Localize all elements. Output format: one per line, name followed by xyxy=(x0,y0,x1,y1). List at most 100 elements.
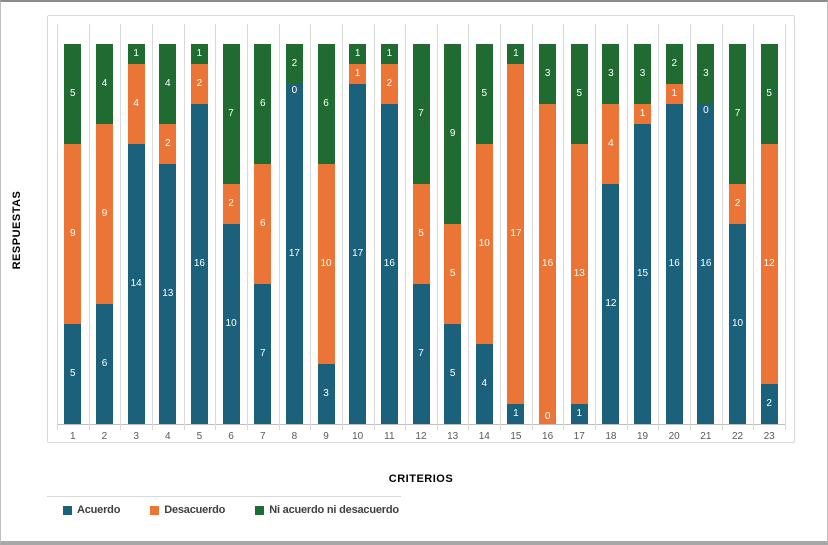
bar-value-label: 1 xyxy=(133,48,139,59)
bar-segment[interactable]: 1 xyxy=(127,44,145,64)
bar-segment[interactable]: 16 xyxy=(665,104,683,424)
bar-segment[interactable]: 5 xyxy=(570,44,588,144)
bar-value-label: 5 xyxy=(70,88,76,99)
bar-segment[interactable]: 7 xyxy=(222,44,240,184)
bar-segment[interactable]: 4 xyxy=(475,344,493,424)
bar-value-label: 1 xyxy=(576,408,583,419)
bar-segment[interactable]: 17 xyxy=(349,84,367,424)
x-axis-line xyxy=(57,424,785,425)
bar-segment[interactable]: 2 xyxy=(222,184,240,224)
gridline xyxy=(310,24,312,430)
bar-segment[interactable]: 17 xyxy=(285,84,303,424)
bar-segment[interactable]: 9 xyxy=(95,124,113,304)
bar-value-label: 5 xyxy=(449,368,456,379)
bar-segment[interactable]: 14 xyxy=(127,144,145,424)
x-tick-label: 7 xyxy=(259,431,266,442)
bar-segment[interactable]: 3 xyxy=(634,44,652,104)
bar-segment[interactable]: 5 xyxy=(412,184,430,284)
bar-segment[interactable]: 4 xyxy=(127,64,145,144)
bar-value-label: 17 xyxy=(288,248,300,259)
bar-segment[interactable]: 17 xyxy=(507,64,525,404)
bar-segment[interactable]: 2 xyxy=(665,44,683,84)
bar-segment[interactable]: 16 xyxy=(539,104,557,424)
bar-segment[interactable]: 3 xyxy=(317,364,335,424)
bar-segment[interactable]: 1 xyxy=(380,44,398,64)
bar-segment[interactable]: 1 xyxy=(634,104,652,124)
bar-segment[interactable]: 10 xyxy=(729,224,747,424)
bar-segment[interactable]: 7 xyxy=(729,44,747,184)
bar-segment[interactable]: 1 xyxy=(570,404,588,424)
bar-segment[interactable]: 4 xyxy=(602,104,620,184)
bar-segment[interactable]: 10 xyxy=(317,164,335,364)
bar-segment[interactable]: 2 xyxy=(159,124,177,164)
bar-segment[interactable]: 5 xyxy=(760,44,778,144)
bar-segment[interactable]: 7 xyxy=(412,284,430,424)
x-axis-title: CRITERIOS xyxy=(388,473,454,485)
bar-segment[interactable]: 5 xyxy=(64,44,82,144)
bar-segment[interactable]: 7 xyxy=(254,284,272,424)
bar-segment[interactable]: 13 xyxy=(570,144,588,404)
bar-value-label: 16 xyxy=(700,258,712,269)
bar-value-label: 7 xyxy=(228,108,234,119)
bar-segment[interactable]: 16 xyxy=(190,104,208,424)
bar-segment[interactable]: 3 xyxy=(697,44,715,104)
bar-segment[interactable]: 2 xyxy=(760,384,778,424)
x-tick-label: 8 xyxy=(291,431,298,442)
bar-segment[interactable]: 3 xyxy=(602,44,620,104)
bar-segment[interactable]: 2 xyxy=(729,184,747,224)
bar-segment[interactable]: 12 xyxy=(760,144,778,384)
bar-value-label: 16 xyxy=(193,258,205,269)
bar-segment[interactable]: 3 xyxy=(539,44,557,104)
bar-value-label: 1 xyxy=(196,48,203,59)
legend-item-ni-acuerdo-ni-desacuerdo[interactable]: Ni acuerdo ni desacuerdo xyxy=(255,504,399,516)
bar-segment[interactable]: 5 xyxy=(444,224,462,324)
bar-segment[interactable]: 1 xyxy=(190,44,208,64)
bar-segment[interactable]: 6 xyxy=(254,164,272,284)
bar-segment[interactable]: 4 xyxy=(159,44,177,124)
bar-segment[interactable]: 10 xyxy=(475,144,493,344)
bar-value-label: 16 xyxy=(668,258,680,269)
bar-segment[interactable]: 16 xyxy=(697,104,715,424)
bar-segment[interactable]: 2 xyxy=(380,64,398,104)
bar-segment[interactable]: 4 xyxy=(95,44,113,124)
bar-segment[interactable]: 1 xyxy=(507,44,525,64)
bar-value-label: 3 xyxy=(639,68,646,79)
bar-segment[interactable]: 1 xyxy=(349,64,367,84)
bar-value-label: 5 xyxy=(418,228,424,239)
bar-segment[interactable]: 2 xyxy=(190,64,208,104)
bar-segment[interactable]: 6 xyxy=(254,44,272,164)
bar-segment[interactable]: 1 xyxy=(665,84,683,104)
bar-segment[interactable]: 1 xyxy=(507,404,525,424)
bar-value-label: 16 xyxy=(542,258,554,269)
bar-segment[interactable]: 10 xyxy=(222,224,240,424)
gridline xyxy=(88,24,90,430)
bar-segment[interactable]: 5 xyxy=(64,324,82,424)
bar-segment[interactable]: 12 xyxy=(602,184,620,424)
bar-segment[interactable]: 2 xyxy=(285,44,303,84)
bar-value-label: 6 xyxy=(259,218,266,229)
bar-value-label: 1 xyxy=(354,68,361,79)
bar-segment[interactable]: 9 xyxy=(64,144,82,324)
bar-segment[interactable]: 5 xyxy=(475,44,493,144)
bar-segment[interactable]: 1 xyxy=(349,44,367,64)
bar-segment[interactable]: 15 xyxy=(634,124,652,424)
x-tick-label: 1 xyxy=(70,431,76,442)
legend: Acuerdo Desacuerdo Ni acuerdo ni desacue… xyxy=(63,504,399,516)
legend-item-acuerdo[interactable]: Acuerdo xyxy=(63,504,120,516)
bar-value-label: 4 xyxy=(133,98,139,109)
bar-value-label: 3 xyxy=(544,68,551,79)
gridline xyxy=(626,24,628,430)
bar-value-label: 12 xyxy=(763,258,775,269)
bar-segment[interactable]: 16 xyxy=(380,104,398,424)
gridline xyxy=(120,24,122,430)
gridline xyxy=(690,24,692,430)
bar-segment[interactable]: 6 xyxy=(95,304,113,424)
gridline xyxy=(531,24,533,430)
bar-value-label: 0 xyxy=(544,411,551,422)
legend-item-desacuerdo[interactable]: Desacuerdo xyxy=(150,504,225,516)
bar-segment[interactable]: 13 xyxy=(159,164,177,424)
bar-segment[interactable]: 6 xyxy=(317,44,335,164)
bar-segment[interactable]: 5 xyxy=(444,324,462,424)
bar-segment[interactable]: 9 xyxy=(444,44,462,224)
bar-segment[interactable]: 7 xyxy=(412,44,430,184)
